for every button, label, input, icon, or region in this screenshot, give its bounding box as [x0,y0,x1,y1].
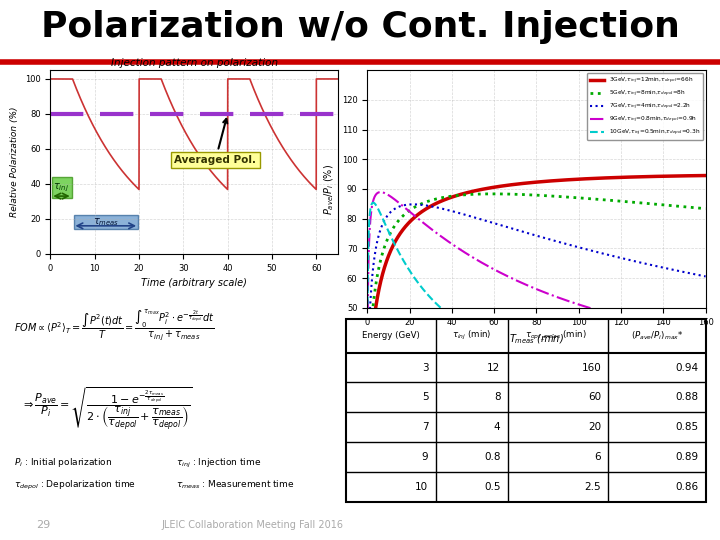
10GeV,$\tau_{inj}$=0.5min,$\tau_{depol}$=0.3h [692,382,701,388]
Text: $\tau_{opt\_meas}$ (min): $\tau_{opt\_meas}$ (min) [526,328,587,343]
Line: 9GeV,$\tau_{inj}$=0.8min,$\tau_{depol}$=0.9h: 9GeV,$\tau_{inj}$=0.8min,$\tau_{depol}$=… [367,192,706,423]
Text: $\tau_{inj}$: $\tau_{inj}$ [53,181,69,193]
Legend: 3GeV,$\tau_{inj}$=12min,$\tau_{depol}$=66h, 5GeV,$\tau_{inj}$=8min,$\tau_{depol}: 3GeV,$\tau_{inj}$=12min,$\tau_{depol}$=6… [588,73,703,140]
Text: $\tau_{inj}$ (min): $\tau_{inj}$ (min) [452,329,491,342]
5GeV,$\tau_{inj}$=8min,$\tau_{depol}$=8h [518,191,527,198]
10GeV,$\tau_{inj}$=0.5min,$\tau_{depol}$=0.3h [691,382,700,388]
9GeV,$\tau_{inj}$=0.8min,$\tau_{depol}$=0.9h [691,330,700,336]
Text: 2.5: 2.5 [585,482,601,492]
3GeV,$\tau_{inj}$=12min,$\tau_{depol}$=66h [691,172,700,179]
9GeV,$\tau_{inj}$=0.8min,$\tau_{depol}$=0.9h [629,316,638,323]
10GeV,$\tau_{inj}$=0.5min,$\tau_{depol}$=0.3h [701,383,710,389]
5GeV,$\tau_{inj}$=8min,$\tau_{depol}$=8h [528,192,536,198]
Text: $\tau_{inj}$ : Injection time: $\tau_{inj}$ : Injection time [176,457,261,470]
10GeV,$\tau_{inj}$=0.5min,$\tau_{depol}$=0.3h [380,220,389,226]
Text: $\tau_{depol}$ : Depolarization time: $\tau_{depol}$ : Depolarization time [14,478,136,491]
9GeV,$\tau_{inj}$=0.8min,$\tau_{depol}$=0.9h [518,280,527,287]
5GeV,$\tau_{inj}$=8min,$\tau_{depol}$=8h [629,199,638,206]
7GeV,$\tau_{inj}$=4min,$\tau_{depol}$=2.2h [528,231,536,238]
Text: $FOM \propto \langle P^2 \rangle_T = \dfrac{\int P^2(t)dt}{T} = \dfrac{\int_0^{\: $FOM \propto \langle P^2 \rangle_T = \df… [14,308,215,342]
Text: 0.89: 0.89 [675,453,698,462]
3GeV,$\tau_{inj}$=12min,$\tau_{depol}$=66h [691,172,700,179]
10GeV,$\tau_{inj}$=0.5min,$\tau_{depol}$=0.3h [629,374,638,380]
10GeV,$\tau_{inj}$=0.5min,$\tau_{depol}$=0.3h [528,353,536,359]
Text: $\tau_{meas}$: $\tau_{meas}$ [93,217,119,228]
Text: Energy (GeV): Energy (GeV) [361,331,420,340]
Text: $\tau_{meas}$ : Measurement time: $\tau_{meas}$ : Measurement time [176,478,294,490]
Text: 0.85: 0.85 [675,422,698,433]
7GeV,$\tau_{inj}$=4min,$\tau_{depol}$=2.2h [363,438,372,445]
Text: 0.94: 0.94 [675,362,698,373]
9GeV,$\tau_{inj}$=0.8min,$\tau_{depol}$=0.9h [528,284,536,291]
3GeV,$\tau_{inj}$=12min,$\tau_{depol}$=66h [363,444,372,451]
7GeV,$\tau_{inj}$=4min,$\tau_{depol}$=2.2h [701,273,710,280]
5GeV,$\tau_{inj}$=8min,$\tau_{depol}$=8h [701,205,710,212]
Text: 4: 4 [494,422,500,433]
Text: $(P_{ave}/P_i)_{max}$*: $(P_{ave}/P_i)_{max}$* [631,329,683,342]
3GeV,$\tau_{inj}$=12min,$\tau_{depol}$=66h [518,180,527,187]
5GeV,$\tau_{inj}$=8min,$\tau_{depol}$=8h [380,244,389,250]
X-axis label: Time (arbitrary scale): Time (arbitrary scale) [141,278,248,288]
5GeV,$\tau_{inj}$=8min,$\tau_{depol}$=8h [363,443,372,449]
Line: 5GeV,$\tau_{inj}$=8min,$\tau_{depol}$=8h: 5GeV,$\tau_{inj}$=8min,$\tau_{depol}$=8h [367,194,706,446]
Text: 160: 160 [582,362,601,373]
7GeV,$\tau_{inj}$=4min,$\tau_{depol}$=2.2h [380,217,389,224]
Text: 7: 7 [422,422,428,433]
Y-axis label: $P_{ave}/P_i$ (%): $P_{ave}/P_i$ (%) [323,164,336,214]
X-axis label: $T_{meas}$ (min): $T_{meas}$ (min) [509,332,564,346]
Text: $P_i$ : Initial polarization: $P_i$ : Initial polarization [14,456,112,469]
9GeV,$\tau_{inj}$=0.8min,$\tau_{depol}$=0.9h [377,189,385,195]
3GeV,$\tau_{inj}$=12min,$\tau_{depol}$=66h [380,264,389,271]
5GeV,$\tau_{inj}$=8min,$\tau_{depol}$=8h [692,205,701,211]
Text: $\Rightarrow \dfrac{P_{ave}}{P_i} = \sqrt{\dfrac{1-e^{-\frac{2\tau_{meas}}{\tau_: $\Rightarrow \dfrac{P_{ave}}{P_i} = \sqr… [21,386,193,433]
7GeV,$\tau_{inj}$=4min,$\tau_{depol}$=2.2h [629,258,638,264]
Y-axis label: Relative Polarization (%): Relative Polarization (%) [10,107,19,217]
Text: 9: 9 [422,453,428,462]
9GeV,$\tau_{inj}$=0.8min,$\tau_{depol}$=0.9h [363,420,372,427]
Line: 7GeV,$\tau_{inj}$=4min,$\tau_{depol}$=2.2h: 7GeV,$\tau_{inj}$=4min,$\tau_{depol}$=2.… [367,204,706,442]
3GeV,$\tau_{inj}$=12min,$\tau_{depol}$=66h [701,172,710,179]
10GeV,$\tau_{inj}$=0.5min,$\tau_{depol}$=0.3h [363,411,372,418]
Line: 3GeV,$\tau_{inj}$=12min,$\tau_{depol}$=66h: 3GeV,$\tau_{inj}$=12min,$\tau_{depol}$=6… [367,176,706,448]
Text: 20: 20 [588,422,601,433]
Text: 0.8: 0.8 [484,453,500,462]
Text: 10: 10 [415,482,428,492]
Text: JLEIC Collaboration Meeting Fall 2016: JLEIC Collaboration Meeting Fall 2016 [161,520,343,530]
Text: 0.88: 0.88 [675,393,698,402]
7GeV,$\tau_{inj}$=4min,$\tau_{depol}$=2.2h [692,271,701,278]
Text: 60: 60 [588,393,601,402]
7GeV,$\tau_{inj}$=4min,$\tau_{depol}$=2.2h [518,228,527,235]
Text: 0.5: 0.5 [484,482,500,492]
5GeV,$\tau_{inj}$=8min,$\tau_{depol}$=8h [488,191,497,197]
10GeV,$\tau_{inj}$=0.5min,$\tau_{depol}$=0.3h [518,349,527,356]
Text: Polarization w/o Cont. Injection: Polarization w/o Cont. Injection [40,10,680,44]
Text: Jefferson Lab: Jefferson Lab [551,518,644,532]
Text: Averaged Pol.: Averaged Pol. [174,119,256,165]
9GeV,$\tau_{inj}$=0.8min,$\tau_{depol}$=0.9h [692,330,701,336]
9GeV,$\tau_{inj}$=0.8min,$\tau_{depol}$=0.9h [701,332,710,338]
FancyBboxPatch shape [74,215,138,230]
10GeV,$\tau_{inj}$=0.5min,$\tau_{depol}$=0.3h [369,199,377,206]
5GeV,$\tau_{inj}$=8min,$\tau_{depol}$=8h [691,205,700,211]
Text: 12: 12 [487,362,500,373]
Text: 0.86: 0.86 [675,482,698,492]
Text: 29: 29 [36,520,50,530]
Text: 5: 5 [422,393,428,402]
Text: 6: 6 [595,453,601,462]
Line: 10GeV,$\tau_{inj}$=0.5min,$\tau_{depol}$=0.3h: 10GeV,$\tau_{inj}$=0.5min,$\tau_{depol}$… [367,202,706,415]
9GeV,$\tau_{inj}$=0.8min,$\tau_{depol}$=0.9h [380,190,389,197]
FancyBboxPatch shape [52,177,72,198]
7GeV,$\tau_{inj}$=4min,$\tau_{depol}$=2.2h [409,201,418,207]
Text: 3: 3 [422,362,428,373]
Title: Injection pattern on polarization: Injection pattern on polarization [111,58,278,68]
3GeV,$\tau_{inj}$=12min,$\tau_{depol}$=66h [528,179,536,186]
Text: 8: 8 [494,393,500,402]
7GeV,$\tau_{inj}$=4min,$\tau_{depol}$=2.2h [691,271,700,278]
3GeV,$\tau_{inj}$=12min,$\tau_{depol}$=66h [629,174,638,180]
